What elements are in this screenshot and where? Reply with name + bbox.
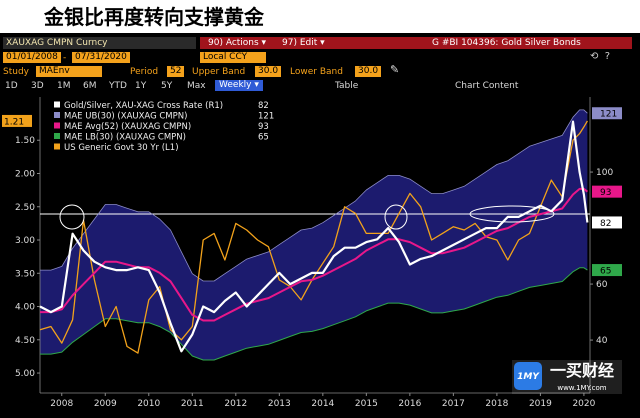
frequency-button[interactable]: Weekly ▾ [215,80,263,91]
y2-tick-label: 60 [596,280,608,290]
series-line [39,120,588,354]
last-value-box [592,216,622,229]
range-button[interactable]: Max [187,81,206,91]
range-button[interactable]: 5Y [161,81,173,91]
last-value-label: 82 [600,219,611,229]
range-button[interactable]: 1Y [135,81,147,91]
period-label: Period [130,67,159,77]
upper-band-label: Upper Band [192,67,246,77]
x-tick-label: 2020 [572,399,595,409]
legend-swatch [54,112,60,118]
last-value-box [592,264,622,277]
pen-icon[interactable]: ✎ [390,63,400,76]
y-tick-label: 2.50 [15,203,35,213]
y-tick-label: 1.50 [15,136,35,146]
y-tick-label: 2.00 [15,169,35,179]
legend-label: US Generic Govt 30 Yr (L1) [64,143,179,153]
range-button[interactable]: YTD [109,81,127,91]
x-tick-label: 2008 [50,399,73,409]
legend-swatch [54,133,60,139]
legend-label: MAE UB(30) (XAUXAG CMPN) [64,112,187,122]
band-fill [40,109,588,360]
y-tick-label: 5.00 [15,369,35,379]
x-tick-label: 2013 [268,399,291,409]
range-button[interactable]: 1M [57,81,71,91]
watermark-text: 一买财经 [550,361,614,380]
x-tick-label: 2011 [181,399,204,409]
legend-label: Gold/Silver, XAU-XAG Cross Rate (R1) [64,101,223,111]
plot: 2008 2009 2010 2011 2012 2013 2014 2015 2016 2017… [2,97,622,409]
chart-content-button[interactable]: Chart Content [455,81,519,91]
x-tick-label: 2015 [355,399,378,409]
nav-icons[interactable]: ⟲ ? [590,51,611,62]
range-button[interactable]: 1D [5,81,18,91]
x-tick-label: 2018 [485,399,508,409]
legend-box [50,98,285,154]
watermark-logo [514,362,542,390]
x-tick-label: 2010 [137,399,160,409]
chart-name: G #BI 104396: Gold Silver Bonds [432,38,581,48]
last-value-label: 1.21 [4,117,24,127]
legend-swatch [54,101,60,108]
x-tick-label: 2009 [94,399,117,409]
series-line [39,120,589,353]
date-to[interactable]: 07/31/2020 [72,52,130,63]
legend-value: 93 [258,122,269,132]
lower-band-field[interactable]: 30.0 [355,66,382,77]
date-from[interactable]: 01/01/2008 [3,52,61,63]
watermark-url: www.1MY.com [557,384,606,392]
last-value-label: 121 [600,110,617,120]
x-tick-label: 2012 [224,399,247,409]
legend-swatch [54,122,60,129]
ticker-field[interactable]: XAUXAG CMPN Curncy [3,37,196,49]
y2-tick-label: 100 [596,168,613,178]
study-field[interactable]: MAEnv [36,66,102,77]
y-tick-label: 3.50 [15,269,35,279]
last-value-box [592,185,622,198]
legend-label: MAE Avg(52) (XAUXAG CMPN) [64,122,191,132]
actions-menu[interactable]: 90) Actions ▾ [208,38,267,48]
x-tick-label: 2019 [529,399,552,409]
series-line [40,109,588,282]
legend-value: 65 [258,133,269,143]
series-line [40,267,588,361]
date-separator: - [63,53,67,63]
last-value-label: 93 [600,188,611,198]
banner-title: 金银比再度转向支撑黄金 [44,5,264,29]
currency[interactable]: Local CCY [200,52,266,63]
legend-value: 82 [258,101,269,111]
table-button[interactable]: Table [335,81,359,91]
menu-bar [200,37,632,49]
lower-band-label: Lower Band [290,67,343,77]
legend-swatch [54,143,60,150]
highlight-ellipse [59,204,85,230]
legend-value: 121 [258,112,274,122]
watermark-logo-text: 1MY [517,372,540,382]
x-tick-label: 2016 [398,399,421,409]
y-tick-label: 4.00 [15,303,35,313]
y-tick-label: 4.50 [15,336,35,346]
range-button[interactable]: 6M [83,81,97,91]
y-tick-label: 3.00 [15,236,35,246]
series-line [40,187,589,322]
range-button[interactable]: 3D [31,81,44,91]
last-value-label: 65 [600,267,611,277]
highlight-ellipse [384,204,408,230]
x-tick-label: 2014 [311,399,334,409]
study-label: Study [3,67,29,77]
banner [0,0,505,33]
y2-tick-label: 40 [596,336,608,346]
period-field[interactable]: 52 [167,66,185,77]
x-tick-label: 2017 [442,399,465,409]
edit-menu[interactable]: 97) Edit ▾ [282,38,325,48]
highlight-ellipse [469,205,555,223]
last-value-box [592,107,622,120]
last-value-box [2,114,32,127]
legend-label: MAE LB(30) (XAUXAG CMPN) [64,133,186,143]
upper-band-field[interactable]: 30.0 [255,66,282,77]
